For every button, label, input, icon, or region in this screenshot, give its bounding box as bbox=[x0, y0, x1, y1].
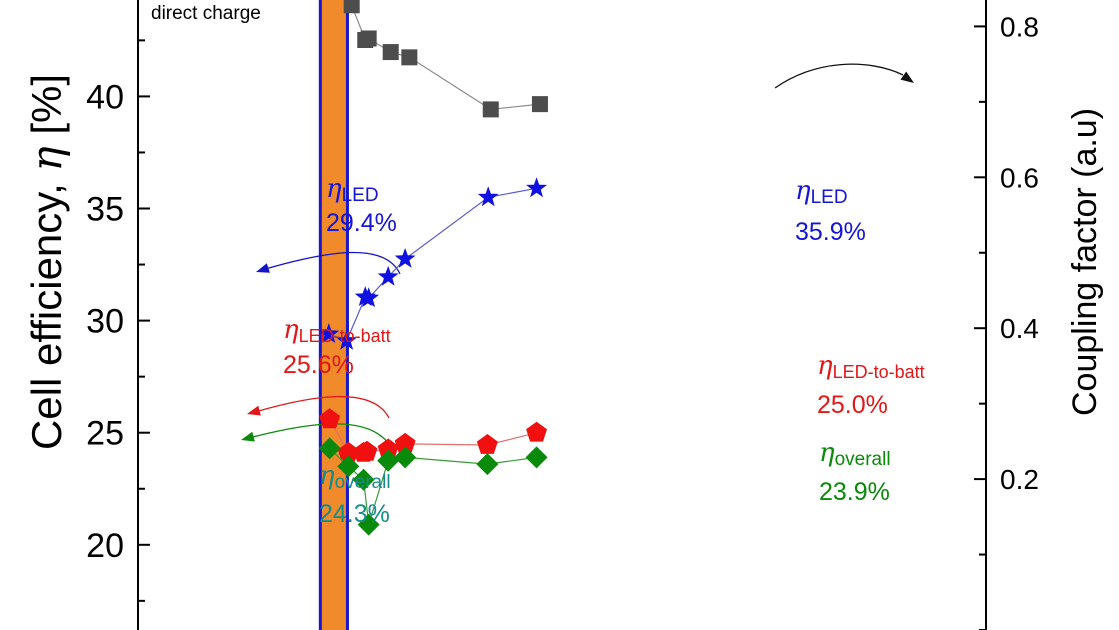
annotation-label: ηoverall bbox=[319, 461, 391, 493]
data-point bbox=[377, 449, 400, 472]
data-point bbox=[318, 437, 341, 460]
data-point bbox=[476, 434, 498, 454]
annotation-eta-led-to-batt-right: ηLED-to-batt 25.0% bbox=[817, 351, 925, 419]
annotation-value: 23.9% bbox=[819, 478, 890, 506]
right-tick-label: 0.2 bbox=[1000, 464, 1039, 495]
axes-layer: 20 25 30 35 40 0.2 0.4 0.6 0.8 bbox=[86, 0, 1039, 630]
data-point bbox=[318, 323, 340, 343]
left-tick-label: 20 bbox=[86, 527, 124, 565]
arrowhead-icon bbox=[256, 263, 270, 273]
data-point bbox=[337, 441, 359, 462]
left-axis-label: Cell efficiency, η [%] bbox=[22, 74, 71, 450]
data-point bbox=[352, 468, 375, 491]
data-point bbox=[482, 101, 499, 118]
right-tick-label: 0.4 bbox=[1000, 313, 1039, 344]
left-axis-label-main: Cell efficiency, bbox=[23, 171, 70, 450]
data-point bbox=[358, 287, 380, 308]
data-point bbox=[319, 408, 341, 429]
arrowhead-icon bbox=[241, 431, 255, 442]
left-tick-label: 30 bbox=[86, 303, 124, 341]
data-point bbox=[531, 96, 548, 113]
data-point bbox=[343, 0, 360, 14]
data-point bbox=[477, 186, 499, 207]
data-point bbox=[377, 265, 399, 286]
data-point bbox=[526, 177, 547, 198]
data-point bbox=[356, 440, 378, 461]
data-point bbox=[357, 513, 380, 536]
series-eta_led_to_batt bbox=[319, 408, 547, 462]
annotation-eta-led-to-batt-left: ηLED-to-batt 25.6% bbox=[283, 315, 391, 379]
annotation-label: ηoverall bbox=[819, 438, 891, 470]
right-tick-label: 0.6 bbox=[1000, 162, 1039, 193]
annotation-eta-overall-right: ηoverall 23.9% bbox=[819, 438, 891, 506]
right-axis-label: Coupling factor (a.u) bbox=[1066, 108, 1104, 416]
left-axis-label-unit: [%] bbox=[23, 74, 70, 146]
data-point bbox=[360, 30, 377, 47]
data-point bbox=[526, 421, 547, 442]
series-line-eta_led bbox=[328, 187, 537, 342]
data-point bbox=[394, 446, 417, 469]
left-tick-label: 25 bbox=[86, 415, 124, 453]
annotation-label: ηLED-to-batt bbox=[283, 315, 391, 346]
data-point bbox=[336, 329, 358, 350]
annotation-value: 24.3% bbox=[319, 500, 390, 528]
data-point bbox=[382, 44, 399, 61]
right-tick-label: 0.8 bbox=[1000, 11, 1039, 42]
annotation-eta-overall-left: ηoverall 24.3% bbox=[319, 461, 391, 528]
left-axis-label-symbol: η bbox=[22, 146, 71, 171]
series-line-coupling bbox=[351, 5, 541, 111]
left-tick-label: 35 bbox=[86, 191, 124, 229]
annotation-label: ηLED bbox=[326, 174, 379, 206]
arrowhead-icon bbox=[900, 71, 914, 83]
data-point bbox=[401, 49, 418, 66]
annotation-value: 25.6% bbox=[283, 351, 354, 379]
data-point bbox=[337, 455, 360, 478]
corner-label: direct charge bbox=[151, 3, 261, 24]
annotation-label: ηLED-to-batt bbox=[817, 351, 925, 382]
pointer-arrow-batt_to_left bbox=[254, 395, 390, 419]
annotation-value: 29.4% bbox=[326, 209, 397, 237]
shaded-band-layer bbox=[318, 0, 349, 630]
data-point bbox=[394, 432, 416, 453]
pointer-arrow-coupling_to_right bbox=[774, 63, 904, 89]
series-layer bbox=[318, 0, 548, 536]
series-eta_led bbox=[318, 177, 547, 350]
direct-charge-band bbox=[320, 0, 348, 630]
annotation-value: 35.9% bbox=[795, 218, 866, 246]
data-point bbox=[525, 446, 548, 469]
annotation-eta-led-left: ηLED 29.4% bbox=[326, 174, 397, 237]
arrowhead-icon bbox=[247, 405, 261, 416]
pointer-arrow-led_to_left bbox=[261, 251, 401, 275]
data-point bbox=[394, 248, 416, 268]
series-coupling bbox=[343, 0, 548, 118]
annotation-eta-led-right: ηLED 35.9% bbox=[795, 176, 866, 246]
annotation-value: 25.0% bbox=[817, 391, 888, 419]
data-point bbox=[476, 453, 499, 476]
series-eta_overall bbox=[318, 437, 548, 536]
data-point bbox=[377, 438, 399, 459]
arrow-layer bbox=[241, 63, 914, 452]
left-tick-label: 40 bbox=[86, 78, 124, 116]
annotation-label: ηLED bbox=[795, 176, 848, 208]
